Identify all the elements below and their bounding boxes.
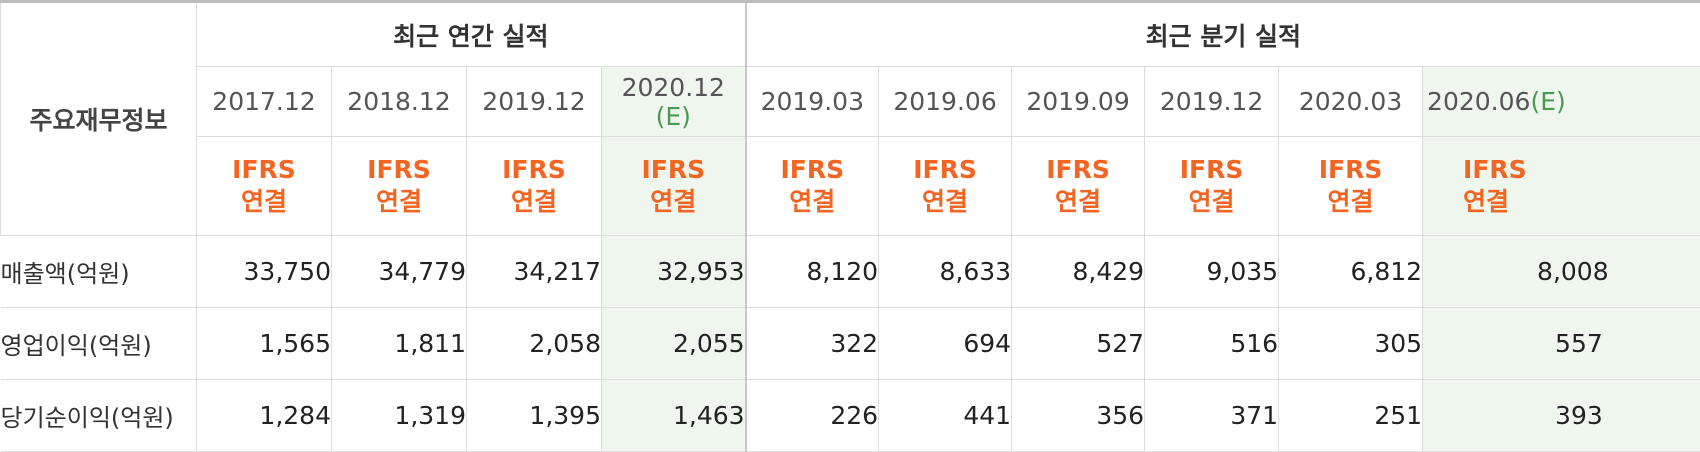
table-cell: 1,565 — [196, 307, 332, 380]
quarterly-period-date-estimate: 2020.06(E) — [1422, 66, 1700, 137]
table-cell-estimate: 8,008 — [1422, 235, 1700, 308]
quarterly-period-date: 2019.12 — [1144, 66, 1280, 137]
table-cell: 226 — [745, 379, 880, 452]
table-row-operating-income: 영업이익(억원) 1,565 1,811 2,058 2,055 322 694… — [0, 307, 1700, 380]
table-cell: 305 — [1278, 307, 1424, 380]
accounting-standard: IFRS 연결 — [745, 136, 880, 236]
table-cell-estimate: 32,953 — [600, 235, 747, 308]
annual-period-date: 2019.12 — [466, 66, 602, 137]
period-group-header-row: 주요재무정보 최근 연간 실적 최근 분기 실적 — [0, 1, 1700, 236]
table-cell: 694 — [878, 307, 1013, 380]
annual-period-date-estimate: 2020.12 (E) — [600, 66, 747, 137]
accounting-standard: IFRS 연결 — [1011, 136, 1146, 236]
accounting-standard: IFRS 연결 — [1278, 136, 1424, 236]
accounting-standard-row: IFRS 연결 IFRS 연결 IFRS 연결 IFRS 연결 IFRS 연결 IFRS 연… — [1, 136, 1700, 236]
table-cell: 441 — [878, 379, 1013, 452]
accounting-standard: IFRS 연결 — [196, 136, 332, 236]
accounting-standard: IFRS 연결 — [600, 136, 747, 236]
table-cell: 8,633 — [878, 235, 1013, 308]
table-cell: 34,217 — [466, 235, 602, 308]
annual-period-date: 2017.12 — [196, 66, 332, 137]
table-cell-estimate: 1,463 — [600, 379, 747, 452]
table-row-revenue: 매출액(억원) 33,750 34,779 34,217 32,953 8,12… — [0, 235, 1700, 308]
quarterly-results-header: 최근 분기 실적 — [745, 1, 1700, 67]
accounting-standard: IFRS 연결 — [331, 136, 467, 236]
estimate-marker: (E) — [1530, 87, 1566, 116]
accounting-standard: IFRS 연결 — [878, 136, 1013, 236]
table-cell: 8,429 — [1011, 235, 1146, 308]
quarterly-period-date: 2019.03 — [745, 66, 880, 137]
table-cell: 9,035 — [1144, 235, 1280, 308]
table-cell: 33,750 — [196, 235, 332, 308]
accounting-standard: IFRS 연결 — [466, 136, 602, 236]
corner-label: 주요재무정보 — [0, 1, 197, 236]
quarterly-period-date: 2019.09 — [1011, 66, 1146, 137]
table-cell: 6,812 — [1278, 235, 1424, 308]
row-label: 당기순이익(억원) — [0, 379, 197, 452]
table-cell: 1,319 — [331, 379, 467, 452]
table-cell-estimate: 393 — [1422, 379, 1700, 452]
accounting-standard: IFRS 연결 — [1422, 136, 1700, 236]
table-cell: 371 — [1144, 379, 1280, 452]
annual-results-header: 최근 연간 실적 — [195, 1, 747, 67]
annual-period-date: 2018.12 — [331, 66, 467, 137]
quarterly-period-date: 2020.03 — [1278, 66, 1424, 137]
table-cell: 8,120 — [745, 235, 880, 308]
quarterly-period-date: 2019.06 — [878, 66, 1013, 137]
table-cell: 1,811 — [331, 307, 467, 380]
table-row-net-income: 당기순이익(억원) 1,284 1,319 1,395 1,463 226 44… — [0, 379, 1700, 452]
row-label: 매출액(억원) — [0, 235, 197, 308]
table-cell: 251 — [1278, 379, 1424, 452]
table-cell: 1,284 — [196, 379, 332, 452]
table-cell: 516 — [1144, 307, 1280, 380]
table-cell: 2,058 — [466, 307, 602, 380]
table-cell-estimate: 557 — [1422, 307, 1700, 380]
table-cell-estimate: 2,055 — [600, 307, 747, 380]
table-cell: 527 — [1011, 307, 1146, 380]
accounting-standard: IFRS 연결 — [1144, 136, 1280, 236]
table-cell: 322 — [745, 307, 880, 380]
period-date-row: 2017.12 2018.12 2019.12 2020.12 (E) 2019.… — [1, 66, 1700, 137]
table-cell: 34,779 — [331, 235, 467, 308]
row-label: 영업이익(억원) — [0, 307, 197, 380]
table-cell: 1,395 — [466, 379, 602, 452]
estimate-marker: (E) — [655, 101, 691, 131]
table-cell: 356 — [1011, 379, 1146, 452]
